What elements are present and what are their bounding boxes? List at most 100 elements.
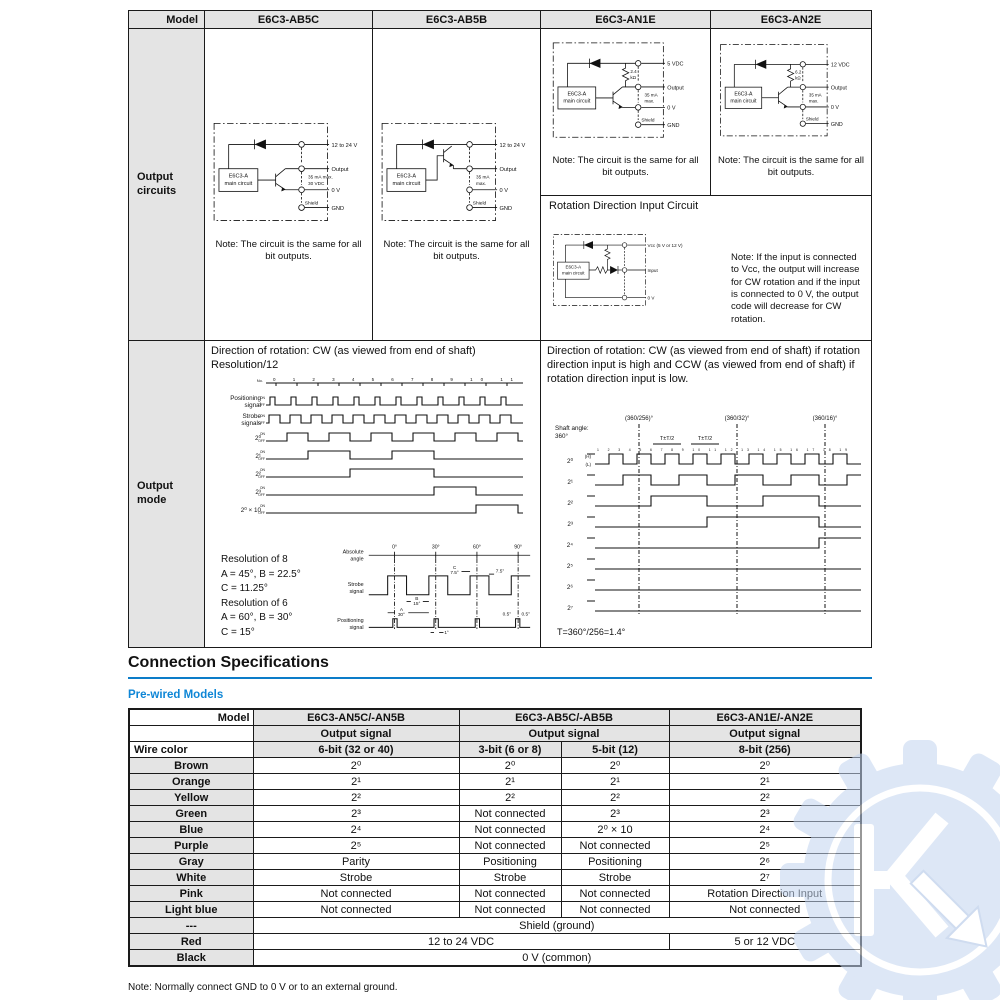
current-note: 35 mA max. [308, 174, 333, 179]
shield-label: Shield [304, 200, 318, 206]
model-label: Model [166, 13, 198, 26]
svg-text:Output: Output [667, 85, 684, 91]
svg-text:OFF: OFF [258, 421, 265, 425]
svg-text:Shaft angle:: Shaft angle: [555, 425, 589, 432]
svg-text:2⁰ × 10: 2⁰ × 10 [241, 507, 262, 514]
svg-text:30°: 30° [432, 545, 440, 551]
om-left-title2: Resolution/12 [211, 358, 279, 371]
table-row-shield: --- Shield (ground) [128, 917, 862, 934]
svg-text:2⁷: 2⁷ [567, 605, 574, 612]
svg-text:2⁵: 2⁵ [567, 563, 574, 570]
svg-text:E6C3-A: E6C3-A [734, 92, 753, 98]
rotation-input-section: Rotation Direction Input Circuit E6C3-A … [541, 196, 871, 340]
svg-text:ON: ON [260, 450, 266, 454]
svg-text:(L): (L) [586, 462, 592, 467]
svg-text:ON: ON [260, 414, 266, 418]
circuit-ab5b-diagram: E6C3-A main circuit 12 to 24 V Output 0 … [381, 122, 525, 221]
svg-text:2⁰: 2⁰ [255, 435, 262, 442]
resistor-value: 6.2 [795, 69, 802, 74]
svg-text:OFF: OFF [258, 493, 265, 497]
shield-label: Shield [472, 200, 486, 206]
svg-text:2⁰: 2⁰ [567, 458, 574, 465]
svg-text:35 mA: 35 mA [476, 174, 490, 179]
timing-diagram-binary: Shaft angle: 360° (360/256)° (360/32)° (… [555, 416, 861, 615]
svg-text:7.5°: 7.5° [451, 570, 460, 576]
input-label: Input [648, 268, 659, 273]
pre-wired-connection-table: Model E6C3-AN5C/-AN5B E6C3-AB5C/-AB5B E6… [128, 708, 862, 967]
svg-text:0°: 0° [393, 545, 398, 551]
svg-text:2⁴: 2⁴ [567, 542, 574, 549]
table-row-pink: Pink Not connected Not connected Not con… [128, 885, 862, 902]
table-row-yellow: Yellow 2² 2² 2² 2² [128, 789, 862, 806]
svg-text:angle: angle [351, 557, 364, 563]
svg-text:35 mA: 35 mA [809, 92, 822, 97]
svg-text:0 V: 0 V [667, 106, 676, 112]
rotation-circuit-title: Rotation Direction Input Circuit [549, 200, 699, 212]
table-row-black: Black 0 V (common) [128, 949, 862, 967]
circuit-ab5c-diagram: E6C3-A main circuit 12 to 24 V Output 0 … [213, 122, 357, 221]
svg-text:main circuit: main circuit [392, 181, 420, 187]
an-circuits-top: E6C3-A main circuit 2.4 kΩ [541, 29, 871, 196]
svg-text:2¹: 2¹ [567, 479, 573, 486]
svg-text:2²: 2² [255, 471, 261, 478]
svg-text:E6C3-A: E6C3-A [567, 92, 586, 98]
pre-wired-models-subheading: Pre-wired Models [128, 689, 224, 701]
svg-text:Shield: Shield [806, 117, 819, 122]
table-row-bits: Wire color 6-bit (32 or 40) 3-bit (6 or … [128, 741, 862, 758]
period-formula: T=360°/256=1.4° [557, 627, 626, 637]
table-row-gray: Gray Parity Positioning Positioning 2⁶ [128, 853, 862, 870]
svg-text:ON: ON [260, 396, 266, 400]
svg-text:signals: signals [241, 420, 261, 427]
svg-text:kΩ: kΩ [630, 75, 636, 80]
circuit-an2e-cell: E6C3-A main circuit 6.2 kΩ [711, 29, 871, 195]
svg-text:Shield: Shield [641, 118, 654, 124]
an-circuits-wrap: E6C3-A main circuit 2.4 kΩ [541, 29, 871, 341]
svg-text:max.: max. [809, 98, 819, 103]
main-circuit-label: E6C3-A [228, 174, 248, 180]
svg-text:ON: ON [260, 468, 266, 472]
svg-text:1°: 1° [445, 630, 450, 636]
fraction-32: (360/32)° [725, 416, 750, 422]
table-row-brown: Brown 2⁰ 2⁰ 2⁰ 2⁰ [128, 757, 862, 774]
svg-text:OFF: OFF [258, 475, 265, 479]
rotation-circuit-diagram: E6C3-A main circuit [553, 234, 683, 306]
svg-text:ON: ON [260, 504, 266, 508]
circuit-an1e-cell: E6C3-A main circuit 2.4 kΩ [541, 29, 711, 195]
svg-text:max.: max. [476, 181, 486, 186]
absolute-angle-diagram: Absolute angle 0° 30° 60° 90° Strobe sig… [338, 545, 531, 636]
output-mode-right-cell: Direction of rotation: CW (as viewed fro… [541, 341, 871, 647]
svg-text:2¹: 2¹ [255, 453, 261, 460]
om-right-title: Direction of rotation: CW (as viewed fro… [547, 345, 861, 385]
circuit-note: Note: The circuit is the same for all bi… [215, 239, 362, 262]
gnd-label: GND [499, 206, 512, 212]
fraction-16: (360/16)° [813, 416, 838, 422]
svg-text:main circuit: main circuit [563, 99, 590, 105]
svg-text:kΩ: kΩ [795, 76, 801, 81]
resolution-text: Resolution of 8 A = 45°, B = 22.5° C = 1… [221, 554, 301, 638]
model-header-cell: Model [129, 11, 205, 29]
wire-color-label-cell: Wire color [128, 741, 254, 758]
output-mode-left-cell: Direction of rotation: CW (as viewed fro… [205, 341, 541, 647]
circuit-ab5c-cell: E6C3-A main circuit 12 to 24 V Output 0 … [205, 29, 373, 341]
table-row-blue: Blue 2⁴ Not connected 2⁰ × 10 2⁴ [128, 821, 862, 838]
svg-text:GND: GND [831, 122, 843, 128]
svg-text:ON: ON [260, 486, 266, 490]
svg-text:0 V: 0 V [831, 105, 839, 111]
table-row-purple: Purple 2⁵ Not connected Not connected 2⁵ [128, 837, 862, 854]
om-left-title1: Direction of rotation: CW (as viewed fro… [211, 345, 476, 357]
circuit-ab5b-cell: E6C3-A main circuit 12 to 24 V Output 0 … [373, 29, 541, 341]
connection-specs-heading: Connection Specifications [128, 654, 872, 679]
supply-label: 12 VDC [831, 63, 850, 69]
model-ab5c: E6C3-AB5C [205, 11, 373, 29]
output-label: Output [331, 167, 348, 173]
ground-note: Note: Normally connect GND to 0 V or to … [128, 982, 398, 993]
svg-text:E6C3-A: E6C3-A [396, 174, 416, 180]
supply-label: 5 VDC [667, 62, 683, 68]
rotation-circuit-note: Note: If the input is connected to Vcc, … [731, 252, 860, 325]
svg-text:2⁶: 2⁶ [567, 584, 574, 591]
model-an2e: E6C3-AN2E [711, 11, 871, 29]
svg-text:ON: ON [260, 432, 266, 436]
group-an1e-an2e: E6C3-AN1E/-AN2E [668, 708, 862, 726]
zero-v-label: 0 V [648, 296, 656, 301]
svg-text:Strobe: Strobe [348, 582, 364, 588]
